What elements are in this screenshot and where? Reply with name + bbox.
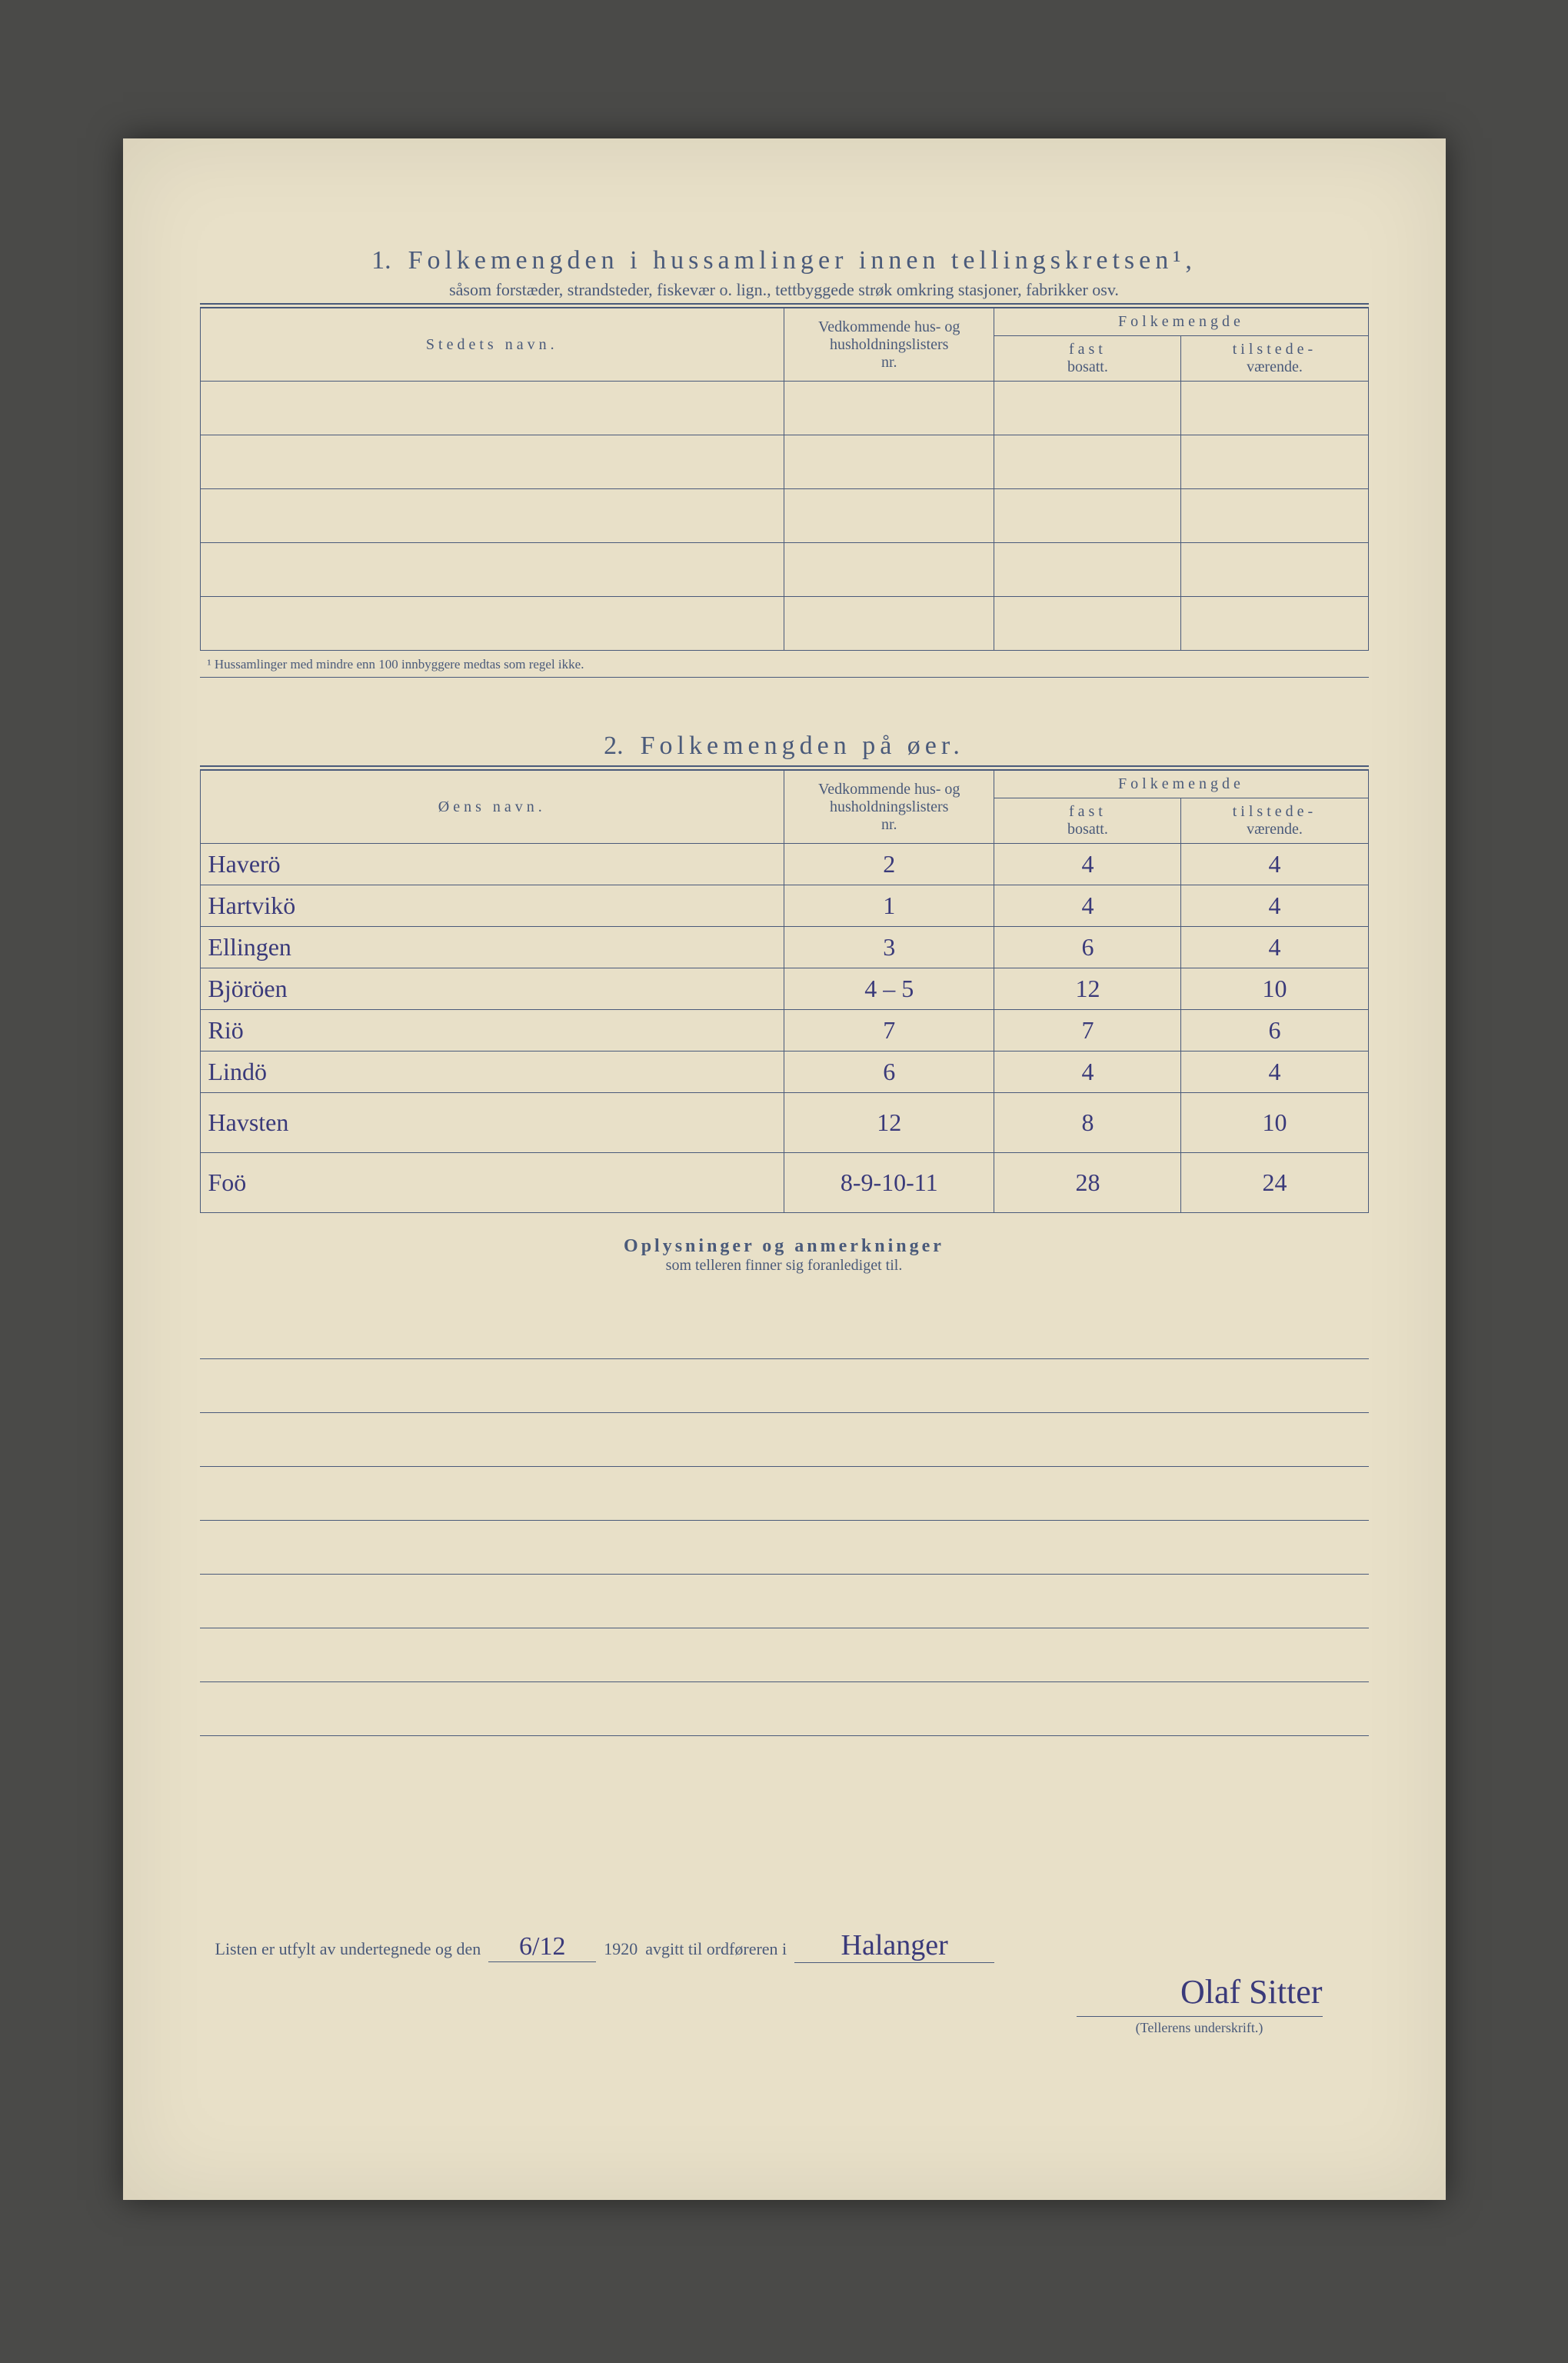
section1-empty-row <box>200 489 1368 543</box>
section1-heading: Folkemengden i hussamlinger innen tellin… <box>408 246 1197 275</box>
remarks-heading: Oplysninger og anmerkninger som telleren… <box>200 1236 1369 1275</box>
remarks-blank-line <box>200 1359 1369 1413</box>
footer-date: 6/12 <box>488 1932 596 1962</box>
signature: Olaf Sitter <box>200 1972 1323 2011</box>
island-name: Hartvikö <box>200 885 784 927</box>
pop-tilstede: 10 <box>1181 968 1368 1010</box>
remarks-blank-line <box>200 1305 1369 1359</box>
signature-label: (Tellerens underskrift.) <box>1077 2016 1323 2036</box>
section2-data-row: Riö776 <box>200 1010 1368 1052</box>
section2-data-row: Björöen4 – 51210 <box>200 968 1368 1010</box>
footer-line: Listen er utfylt av undertegnede og den … <box>200 1928 1369 1963</box>
section2-data-row: Haverö244 <box>200 844 1368 885</box>
pop-fast: 6 <box>994 927 1181 968</box>
pop-tilstede: 4 <box>1181 844 1368 885</box>
remarks-blank-line <box>200 1521 1369 1575</box>
footer-mid: avgitt til ordføreren i <box>645 1939 787 1959</box>
remarks-blank-line <box>200 1575 1369 1628</box>
section1-number: 1. <box>371 246 391 275</box>
pop-fast: 4 <box>994 1052 1181 1093</box>
list-nr: 12 <box>784 1093 994 1153</box>
list-nr: 2 <box>784 844 994 885</box>
remarks-blank-line <box>200 1413 1369 1467</box>
section2-title: 2. Folkemengden på øer. <box>200 732 1369 761</box>
section1-subtitle: såsom forstæder, strandsteder, fiskevær … <box>200 280 1369 300</box>
pop-fast: 12 <box>994 968 1181 1010</box>
section1-col-pop: Folkemengde <box>994 308 1368 336</box>
island-name: Haverö <box>200 844 784 885</box>
section2-data-row: Hartvikö144 <box>200 885 1368 927</box>
section1-table: Stedets navn. Vedkommende hus- og hushol… <box>200 308 1369 651</box>
pop-fast: 8 <box>994 1093 1181 1153</box>
island-name: Ellingen <box>200 927 784 968</box>
section2-data-row: Ellingen364 <box>200 927 1368 968</box>
island-name: Havsten <box>200 1093 784 1153</box>
remarks-title: Oplysninger og anmerkninger <box>200 1236 1369 1257</box>
pop-tilstede: 10 <box>1181 1093 1368 1153</box>
section1-col-fast: fast bosatt. <box>994 336 1181 382</box>
section1-empty-row <box>200 435 1368 489</box>
list-nr: 4 – 5 <box>784 968 994 1010</box>
section2-table: Øens navn. Vedkommende hus- og husholdni… <box>200 770 1369 1213</box>
footer-year: 1920 <box>604 1939 638 1959</box>
section2-col-nr: Vedkommende hus- og husholdningslisters … <box>784 771 994 844</box>
island-name: Foö <box>200 1153 784 1213</box>
footer-prefix: Listen er utfylt av undertegnede og den <box>215 1939 481 1959</box>
pop-fast: 28 <box>994 1153 1181 1213</box>
section2-data-row: Lindö644 <box>200 1052 1368 1093</box>
pop-tilstede: 6 <box>1181 1010 1368 1052</box>
list-nr: 3 <box>784 927 994 968</box>
section1-footnote: ¹ Hussamlinger med mindre enn 100 innbyg… <box>200 657 1369 678</box>
island-name: Riö <box>200 1010 784 1052</box>
section1-empty-row <box>200 597 1368 651</box>
pop-tilstede: 4 <box>1181 927 1368 968</box>
island-name: Lindö <box>200 1052 784 1093</box>
pop-tilstede: 4 <box>1181 885 1368 927</box>
list-nr: 1 <box>784 885 994 927</box>
pop-tilstede: 24 <box>1181 1153 1368 1213</box>
remarks-subtitle: som telleren finner sig foranlediget til… <box>200 1257 1369 1275</box>
pop-fast: 7 <box>994 1010 1181 1052</box>
remarks-blank-line <box>200 1467 1369 1521</box>
remarks-blank-line <box>200 1682 1369 1736</box>
island-name: Björöen <box>200 968 784 1010</box>
remarks-lines <box>200 1305 1369 1736</box>
census-form-page: 1. Folkemengden i hussamlinger innen tel… <box>123 138 1446 2200</box>
list-nr: 6 <box>784 1052 994 1093</box>
section2-col-fast: fast bosatt. <box>994 798 1181 844</box>
pop-tilstede: 4 <box>1181 1052 1368 1093</box>
signature-block: Olaf Sitter (Tellerens underskrift.) <box>200 1972 1369 2036</box>
section2-col-name: Øens navn. <box>200 771 784 844</box>
section2-data-row: Havsten12810 <box>200 1093 1368 1153</box>
section1-col-til: tilstede- værende. <box>1181 336 1368 382</box>
footer-place: Halanger <box>794 1928 994 1963</box>
section2-col-til: tilstede- værende. <box>1181 798 1368 844</box>
pop-fast: 4 <box>994 885 1181 927</box>
pop-fast: 4 <box>994 844 1181 885</box>
section1-col-name: Stedets navn. <box>200 308 784 382</box>
section2-heading: Folkemengden på øer. <box>641 732 964 760</box>
section2-col-pop: Folkemengde <box>994 771 1368 798</box>
section1-empty-row <box>200 543 1368 597</box>
list-nr: 7 <box>784 1010 994 1052</box>
remarks-blank-line <box>200 1628 1369 1682</box>
section1-title: 1. Folkemengden i hussamlinger innen tel… <box>200 246 1369 275</box>
section1-empty-row <box>200 382 1368 435</box>
section1-col-nr: Vedkommende hus- og husholdningslisters … <box>784 308 994 382</box>
section2-number: 2. <box>604 732 624 760</box>
list-nr: 8-9-10-11 <box>784 1153 994 1213</box>
section2-data-row: Foö8-9-10-112824 <box>200 1153 1368 1213</box>
